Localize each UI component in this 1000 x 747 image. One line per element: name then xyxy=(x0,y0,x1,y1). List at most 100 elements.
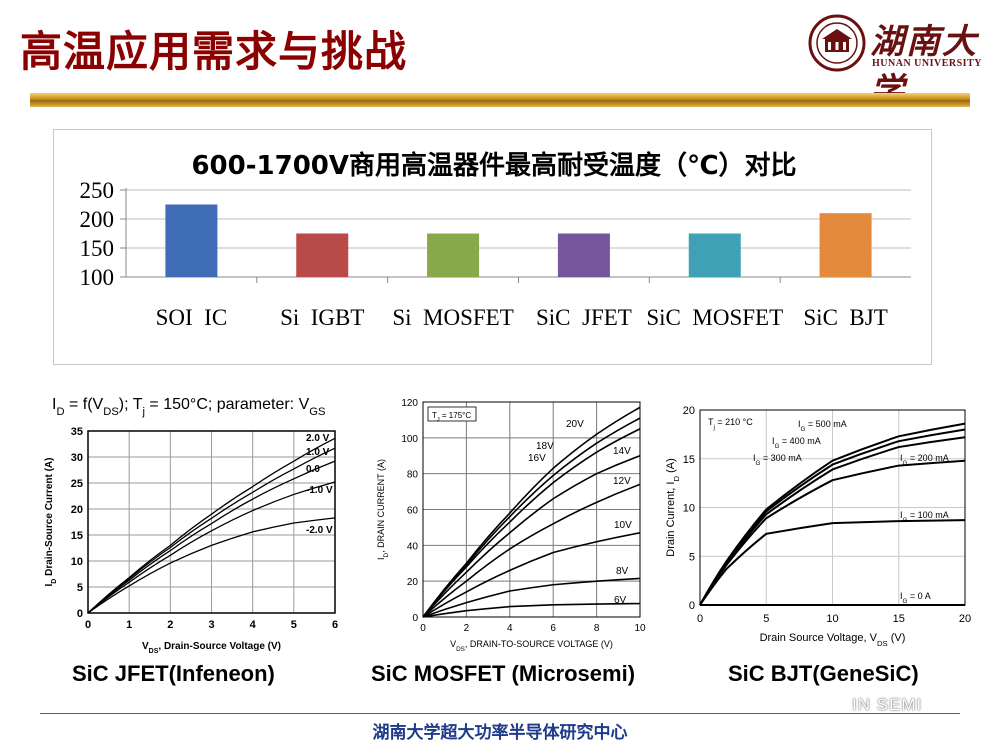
series-label: 0.0 xyxy=(306,464,320,475)
series-label: IG = 400 mA xyxy=(772,436,821,450)
series-label: IG = 300 mA xyxy=(753,453,802,467)
y-tick-label: 100 xyxy=(80,265,115,290)
x-tick-label-1: Si IGBT xyxy=(280,305,364,330)
series-label: IG = 100 mA xyxy=(900,510,949,524)
x-tick-label: 20 xyxy=(959,613,971,625)
footer-divider xyxy=(40,713,960,714)
logo-name-en: HUNAN UNIVERSITY xyxy=(872,58,982,69)
x-tick-label: 4 xyxy=(507,623,513,634)
mosfet-plot-title: TJ = 175°C xyxy=(432,411,471,423)
x-tick-label: 8 xyxy=(594,623,600,634)
y-tick-label: 5 xyxy=(77,582,83,594)
x-tick-label: 0 xyxy=(85,619,91,631)
series-label: -2.0 V xyxy=(306,525,333,536)
jfet-output-panel: 0 1 2 3 4 5 6 0 5 10 15 20 25 30 35 VDS, Drain-Source V… xyxy=(30,383,350,698)
series-label: 12V xyxy=(613,476,631,487)
y-tick-label: 15 xyxy=(71,530,83,542)
bar-chart-title: 600-1700V商用高温器件最高耐受温度（℃）对比 xyxy=(191,150,796,181)
university-seal-icon xyxy=(808,14,866,72)
x-tick-label-2: Si MOSFET xyxy=(392,305,513,330)
bar-3 xyxy=(557,233,610,277)
y-tick-label: 250 xyxy=(80,178,115,203)
x-tick-label-3: SiC JFET xyxy=(536,305,632,330)
series-line-0 xyxy=(422,406,641,618)
y-tick-label: 120 xyxy=(401,398,418,409)
series-line-4 xyxy=(422,483,641,618)
x-tick-label: 2 xyxy=(167,619,173,631)
x-tick-label: 4 xyxy=(250,619,257,631)
jfet-characteristics-plot: 0 1 2 3 4 5 6 0 5 10 15 20 25 30 35 VDS, Drain-Source V… xyxy=(44,396,338,655)
x-tick-label: 0 xyxy=(420,623,426,634)
y-tick-label: 25 xyxy=(71,478,83,490)
y-tick-label: 5 xyxy=(689,551,695,563)
bjt-plot-title: Tj = 210 °C xyxy=(708,417,753,431)
y-tick-label: 20 xyxy=(71,504,83,516)
x-tick-label: 10 xyxy=(634,623,646,634)
series-label: 2.0 V xyxy=(306,433,330,444)
series-line-5 xyxy=(422,532,641,618)
series-label: 20V xyxy=(566,419,584,430)
x-tick-label: 10 xyxy=(826,613,838,625)
series-line-3 xyxy=(699,459,966,606)
series-line-0 xyxy=(87,437,336,614)
y-axis-label: Drain Current, ID (A) xyxy=(665,458,681,557)
y-tick-label: 40 xyxy=(407,541,419,552)
slide-title: 高温应用需求与挑战 xyxy=(20,27,408,76)
mosfet-output-panel: 0 2 4 6 8 10 0 20 40 60 80 100 120 VDS, DRAIN-TO-SOUR… xyxy=(368,390,658,698)
y-tick-label: 15 xyxy=(683,454,695,466)
x-tick-label: 15 xyxy=(893,613,905,625)
y-tick-label: 10 xyxy=(683,503,695,515)
y-tick-label: 35 xyxy=(71,426,83,438)
x-axis-label: VDS, Drain-Source Voltage (V) xyxy=(142,641,281,653)
plot-frame xyxy=(422,401,641,618)
y-tick-label: 10 xyxy=(71,556,83,568)
x-tick-label-4: SiC MOSFET xyxy=(646,305,783,330)
series-label: 8V xyxy=(616,566,629,577)
y-tick-label: 0 xyxy=(689,600,695,612)
y-tick-label: 20 xyxy=(683,405,695,417)
y-tick-label: 20 xyxy=(407,577,419,588)
x-tick-label: 6 xyxy=(332,619,338,631)
y-tick-label: 60 xyxy=(407,506,419,517)
temperature-bar-chart: 600-1700V商用高温器件最高耐受温度（℃）对比 100 150 200 250 SO… xyxy=(53,129,932,365)
watermark-text: IN SEMI xyxy=(852,695,923,714)
y-tick-label: 100 xyxy=(401,434,418,445)
series-line-2 xyxy=(699,436,966,606)
series-line-2 xyxy=(422,428,641,618)
y-tick-label: 80 xyxy=(407,470,419,481)
footer-text: 湖南大学超大功率半导体研究中心 xyxy=(372,723,628,743)
series-line-2 xyxy=(87,460,336,614)
series-label: 1.0 V xyxy=(306,447,330,458)
y-axis-label: ID Drain-Source Current (A) xyxy=(44,458,58,587)
x-tick-label-5: SiC BJT xyxy=(803,305,887,330)
bar-1 xyxy=(296,233,349,277)
x-tick-label: 2 xyxy=(464,623,470,634)
series-label: 10V xyxy=(614,520,632,531)
university-logo: 湖南大学 HUNAN UNIVERSITY xyxy=(808,12,988,111)
plot-frame xyxy=(87,430,336,614)
series-label: IG = 200 mA xyxy=(900,453,949,467)
series-label: 16V xyxy=(528,453,546,464)
series-line-4 xyxy=(699,519,966,606)
bjt-caption: SiC BJT(GeneSiC) xyxy=(728,661,919,686)
x-tick-label: 0 xyxy=(697,613,703,625)
series-label: -1.0 V xyxy=(306,485,333,496)
x-tick-label: 5 xyxy=(763,613,769,625)
series-label: 18V xyxy=(536,441,554,452)
x-tick-label-0: SOI IC xyxy=(156,305,228,330)
bar-chart-svg: 600-1700V商用高温器件最高耐受温度（℃）对比 100 150 200 250 SO… xyxy=(80,150,911,330)
series-line-4 xyxy=(87,517,336,614)
tj-legend-box xyxy=(427,406,477,422)
series-line-7 xyxy=(422,602,641,618)
header-divider xyxy=(30,93,970,107)
series-line-3 xyxy=(87,481,336,614)
jfet-plot-title: ID = f(VDS); Tj = 150°C; parameter: VGS xyxy=(52,396,325,418)
series-line-1 xyxy=(422,417,641,618)
x-tick-label: 6 xyxy=(550,623,556,634)
mosfet-caption: SiC MOSFET (Microsemi) xyxy=(371,661,636,686)
series-label: 14V xyxy=(613,446,631,457)
series-line-3 xyxy=(422,455,641,618)
jfet-caption: SiC JFET(Infeneon) xyxy=(72,661,275,686)
series-label: IG = 500 mA xyxy=(798,419,847,433)
